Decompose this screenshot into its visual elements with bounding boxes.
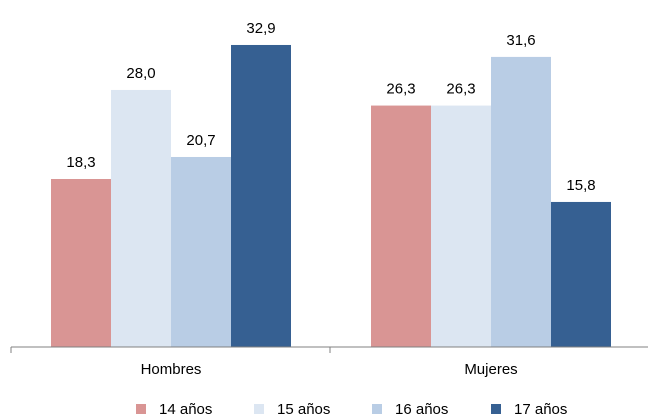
legend-swatch xyxy=(136,404,146,414)
bar-value-label: 15,8 xyxy=(566,177,595,194)
bar-mujeres-15 xyxy=(431,105,491,347)
bar-value-label: 32,9 xyxy=(246,20,275,37)
bar-mujeres-17 xyxy=(551,201,611,347)
bar-value-label: 20,7 xyxy=(186,132,215,149)
value-labels: 18,3 26,3 28,0 26,3 20,7 31,6 32,9 15,8 xyxy=(66,20,595,194)
legend-label: 15 años xyxy=(277,401,330,418)
legend: 14 años 15 años 16 años 17 años xyxy=(136,401,567,418)
bar-hombres-16 xyxy=(171,156,231,347)
bar-hombres-17 xyxy=(231,44,291,348)
category-label: Hombres xyxy=(141,361,202,378)
legend-swatch xyxy=(491,404,501,414)
bars xyxy=(51,44,611,348)
bar-mujeres-14 xyxy=(371,105,431,347)
legend-label: 16 años xyxy=(395,401,448,418)
legend-swatch xyxy=(254,404,264,414)
bar-mujeres-16 xyxy=(491,56,551,348)
bar-value-label: 18,3 xyxy=(66,154,95,171)
legend-swatch xyxy=(372,404,382,414)
bar-hombres-14 xyxy=(51,179,111,347)
category-labels: Hombres Mujeres xyxy=(141,361,518,378)
bar-value-label: 28,0 xyxy=(126,65,155,82)
legend-label: 14 años xyxy=(159,401,212,418)
bar-value-label: 26,3 xyxy=(446,81,475,98)
category-label: Mujeres xyxy=(464,361,517,378)
legend-label: 17 años xyxy=(514,401,567,418)
bar-value-label: 31,6 xyxy=(506,32,535,49)
bar-value-label: 26,3 xyxy=(386,81,415,98)
x-ticks xyxy=(10,347,331,353)
bar-hombres-15 xyxy=(111,89,171,348)
